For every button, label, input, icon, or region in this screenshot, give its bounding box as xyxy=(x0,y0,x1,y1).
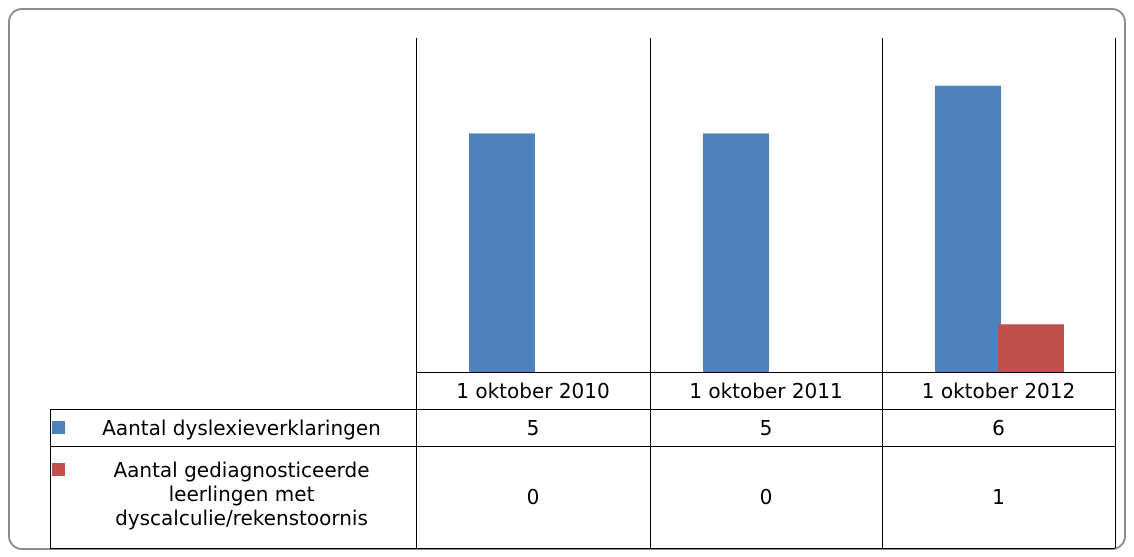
value-cell: 1 xyxy=(992,485,1005,509)
bar xyxy=(935,85,1001,372)
value-cell: 5 xyxy=(526,415,540,440)
legend-entry: Aantal gediagnosticeerde leerlingen met … xyxy=(52,446,414,548)
value-cell: 0 xyxy=(526,485,540,509)
value-cell: 6 xyxy=(992,415,1005,440)
legend-label: Aantal dyslexieverklaringen xyxy=(102,415,381,440)
legend-swatch xyxy=(52,421,65,434)
legend-entry: Aantal dyslexieverklaringen xyxy=(52,409,414,446)
bar xyxy=(998,324,1064,372)
bar xyxy=(469,133,535,372)
value-cell: 5 xyxy=(759,415,773,440)
category-label: 1 oktober 2012 xyxy=(921,378,1076,403)
legend-label: Aantal gediagnosticeerde leerlingen met … xyxy=(113,458,370,530)
value-cell: 0 xyxy=(759,485,773,509)
category-label: 1 oktober 2010 xyxy=(456,378,610,403)
bar xyxy=(703,133,769,372)
category-label: 1 oktober 2011 xyxy=(689,378,843,403)
legend-swatch xyxy=(52,463,65,476)
